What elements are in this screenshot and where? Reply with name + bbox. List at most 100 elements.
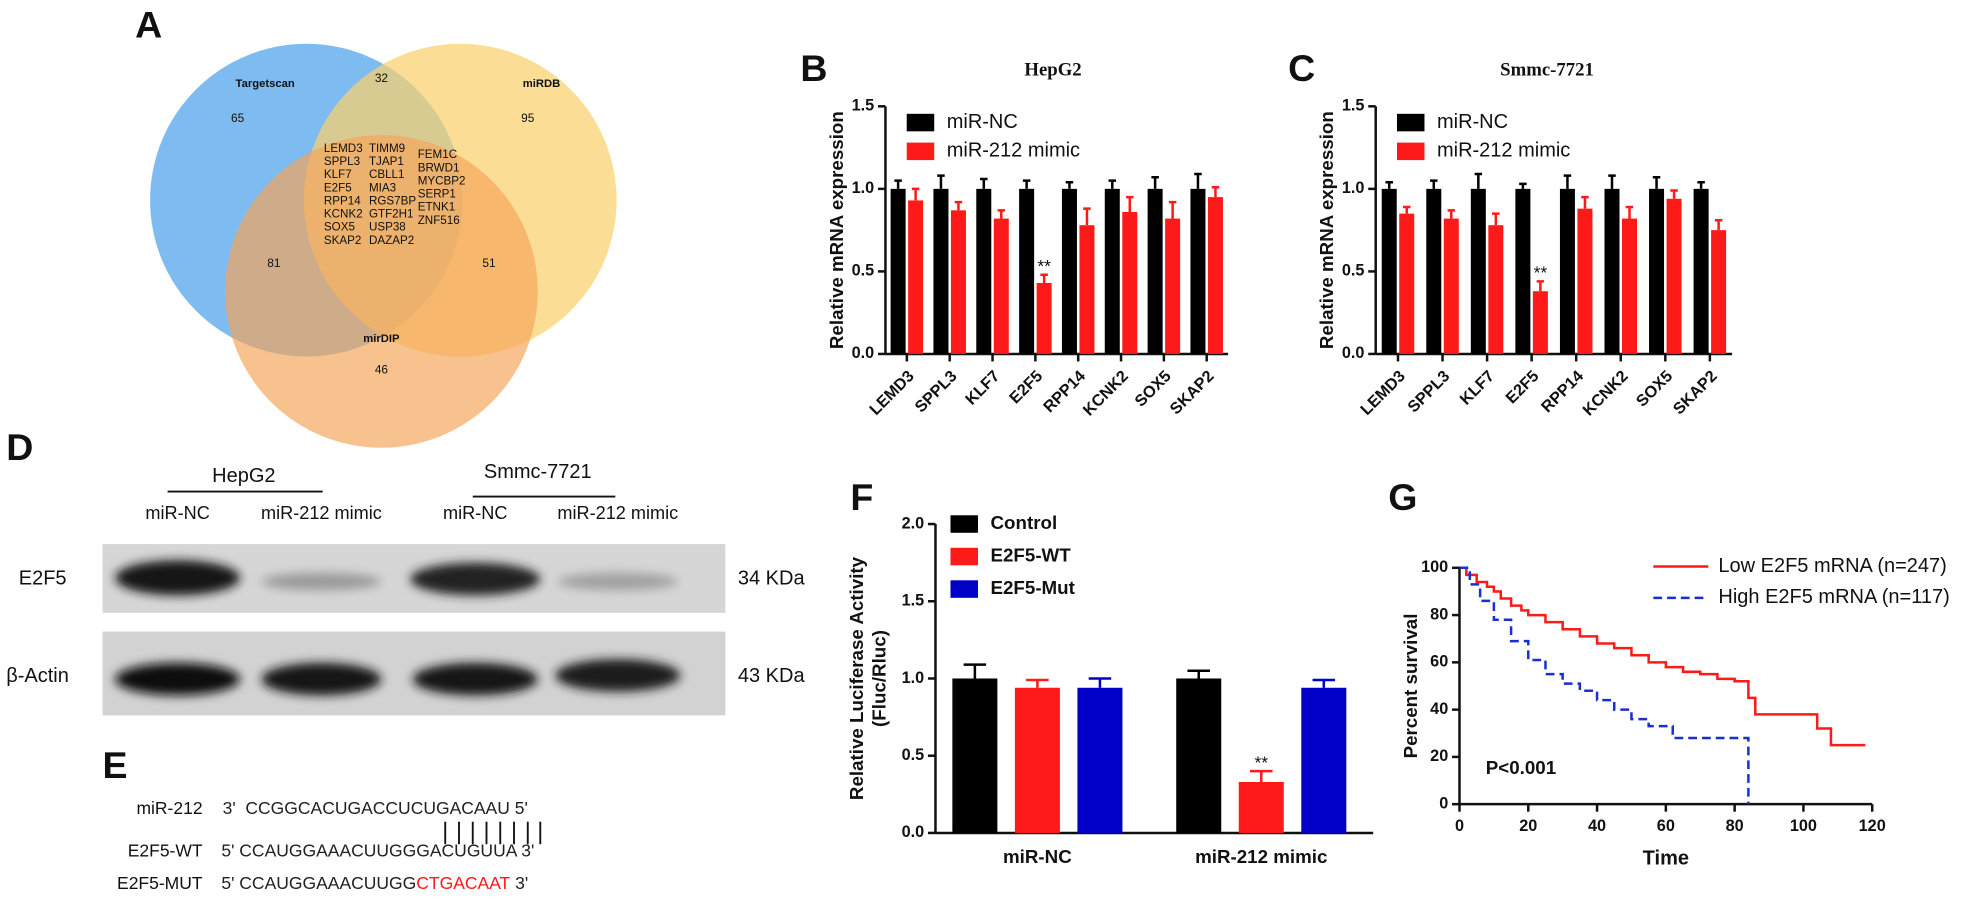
bar	[1207, 197, 1223, 354]
bar	[1381, 188, 1397, 354]
bar	[1238, 781, 1284, 833]
lane-label: miR-212 mimic	[557, 503, 678, 523]
size-label: 43 KDa	[738, 665, 806, 687]
x-tick-label: SKAP2	[1167, 367, 1218, 418]
x-tick-label: LEMD3	[1357, 367, 1409, 419]
y-tick-label: 0.5	[1342, 262, 1365, 280]
region-count: 32	[375, 71, 388, 85]
y-tick-label: 0.0	[852, 344, 875, 362]
band	[115, 662, 241, 696]
set-label: mirDIP	[363, 333, 400, 345]
x-tick-label: 40	[1588, 817, 1606, 835]
y-tick-label: 2.0	[902, 514, 925, 532]
venn-circle	[225, 135, 538, 448]
bar	[976, 188, 992, 354]
survival-curve	[1459, 566, 1750, 805]
bar	[1649, 188, 1665, 354]
legend-label: High E2F5 mRNA (n=117)	[1718, 586, 1949, 608]
significance: **	[1037, 256, 1051, 276]
bar	[1077, 687, 1123, 833]
bar	[1577, 208, 1593, 354]
bar	[1190, 188, 1206, 354]
error-bar	[1026, 678, 1049, 688]
gene: TIMM9	[369, 142, 405, 155]
error-bar	[1088, 677, 1112, 688]
gene: KCNK2	[324, 208, 363, 221]
band	[410, 562, 541, 596]
error-bar	[1652, 176, 1661, 189]
region-count: 95	[521, 111, 535, 125]
error-bar	[997, 209, 1006, 219]
y-tick-label: 1.0	[1342, 179, 1365, 197]
x-tick-label: 20	[1519, 817, 1537, 835]
error-bar	[1474, 172, 1483, 189]
error-bar	[1250, 769, 1273, 782]
bar	[908, 200, 924, 354]
bar	[1443, 218, 1459, 354]
legend-label: Low E2F5 mRNA (n=247)	[1718, 555, 1946, 577]
y-axis-title: Relative mRNA expression	[826, 111, 847, 349]
y-tick-label: 20	[1430, 747, 1448, 765]
legend-label: E2F5-WT	[991, 545, 1072, 566]
gene: SERP1	[418, 188, 456, 201]
bar	[1399, 213, 1415, 354]
gene: KLF7	[324, 168, 352, 181]
error-bar	[1151, 176, 1159, 189]
legend-label: Control	[991, 512, 1058, 533]
size-label: 34 KDa	[738, 567, 806, 589]
region-count: 81	[267, 256, 281, 270]
x-tick-label: SPPL3	[1404, 367, 1453, 416]
bar	[1019, 188, 1035, 354]
y-axis-title: Relative mRNA expression	[1316, 111, 1337, 349]
gene: DAZAP2	[369, 234, 414, 247]
band	[557, 572, 678, 591]
seq-label: E2F5-MUT	[117, 873, 203, 893]
legend-swatch	[906, 142, 935, 161]
y-tick-label: 1.5	[1342, 97, 1365, 115]
gene: MIA3	[369, 181, 396, 194]
region-count: 65	[231, 111, 245, 125]
legend-swatch	[906, 113, 935, 132]
bar	[1301, 687, 1347, 833]
bar	[952, 678, 998, 833]
bar	[1532, 291, 1548, 354]
y-axis-title: Relative Luciferase Activity	[846, 556, 867, 800]
legend-label: miR-NC	[947, 111, 1018, 133]
error-bar	[1194, 172, 1202, 189]
band	[412, 662, 538, 696]
group-label: HepG2	[212, 465, 275, 487]
x-axis-title: Time	[1643, 847, 1689, 869]
error-bar	[1168, 200, 1177, 219]
legend-swatch	[1396, 142, 1425, 161]
error-bar	[1697, 181, 1705, 189]
panel-label: C	[1288, 47, 1315, 89]
x-tick-label: KLF7	[1457, 367, 1498, 408]
error-bar	[1083, 207, 1091, 226]
bar	[1515, 188, 1531, 354]
gene: LEMD3	[324, 142, 363, 155]
x-tick-label: 100	[1790, 817, 1817, 835]
seq-label: miR-212	[136, 798, 202, 818]
y-tick-label: 1.0	[852, 179, 875, 197]
bar	[1621, 218, 1638, 354]
seq-part: 5' CCAUGGAAACUUGG	[221, 873, 416, 893]
set-label: miRDB	[523, 78, 561, 90]
lane-label: miR-NC	[443, 503, 507, 523]
panel-label: A	[135, 3, 162, 45]
gene: MYCBP2	[418, 174, 466, 187]
bar	[1061, 188, 1077, 354]
bar	[1165, 218, 1181, 354]
x-tick-label: 80	[1726, 817, 1744, 835]
x-tick-label: miR-NC	[1003, 846, 1072, 867]
gene: CBLL1	[369, 168, 405, 181]
error-bar	[954, 200, 963, 211]
chart-title: HepG2	[1024, 60, 1081, 81]
y-tick-label: 80	[1430, 605, 1448, 623]
gene: E2F5	[324, 181, 352, 194]
error-bar	[1065, 181, 1074, 189]
x-tick-label: E2F5	[1502, 367, 1542, 407]
set-label: Targetscan	[236, 78, 295, 90]
legend-label: miR-212 mimic	[947, 140, 1080, 162]
